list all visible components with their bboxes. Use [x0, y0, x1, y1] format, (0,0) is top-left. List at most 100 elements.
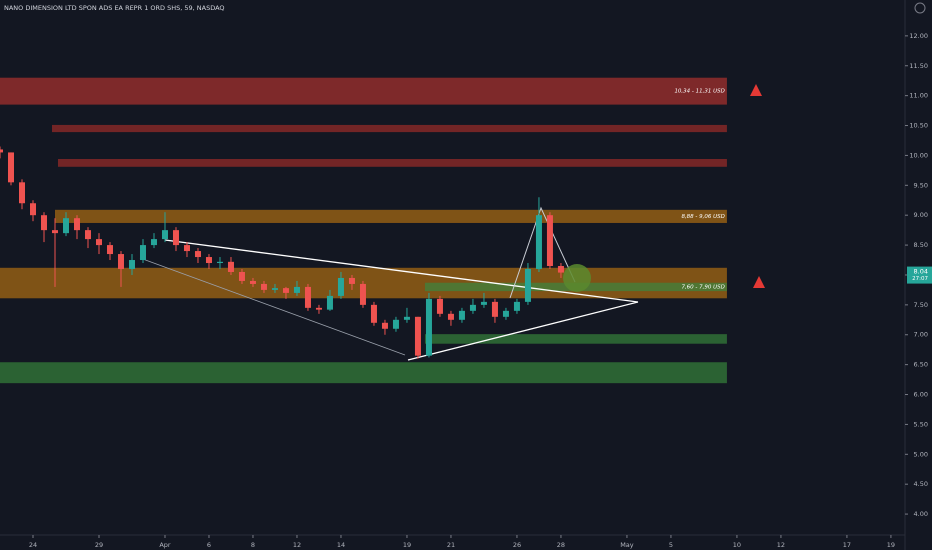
candle-body	[95, 239, 102, 246]
zone-label: 7,60 - 7,90 USD	[681, 284, 724, 290]
candle-body	[326, 295, 333, 310]
y-tick-label: 5.50	[914, 420, 928, 428]
candle-body	[271, 288, 278, 290]
candle-body	[128, 260, 135, 269]
x-tick-label: May	[620, 541, 634, 549]
candle-body	[436, 298, 443, 314]
candle-body	[392, 319, 399, 329]
candle-body	[51, 230, 58, 234]
candle-body	[381, 322, 388, 329]
candle-body	[73, 218, 80, 231]
candle-body	[205, 257, 212, 264]
y-tick-label: 5.00	[914, 450, 928, 458]
candle-body	[447, 313, 454, 320]
candle-body	[403, 316, 410, 320]
candle-body	[183, 245, 190, 252]
candle-body	[139, 245, 146, 261]
last-price-box	[907, 266, 932, 284]
countdown-label: 27:07	[912, 276, 928, 282]
zone	[52, 124, 727, 133]
x-tick-label: 5	[669, 541, 673, 549]
candle-body	[7, 152, 14, 183]
x-tick-label: 21	[447, 541, 455, 549]
candle-body	[425, 298, 432, 356]
candle-body	[524, 268, 531, 302]
x-tick-label: 12	[293, 541, 301, 549]
candle-body	[18, 182, 25, 204]
candle-body	[282, 288, 289, 293]
x-tick-label: 24	[29, 541, 37, 549]
candle-body	[469, 304, 476, 311]
candle-body	[348, 277, 355, 284]
x-tick-label: 28	[557, 541, 565, 549]
x-tick-label: 19	[887, 541, 895, 549]
candle-body	[414, 316, 421, 356]
y-tick-label: 10.50	[909, 122, 928, 130]
triangle-lower-line	[407, 301, 639, 361]
candle-body	[480, 301, 487, 305]
y-tick-label: 6.00	[914, 391, 928, 399]
y-tick-label: 4.00	[914, 510, 928, 518]
candle-body	[557, 266, 564, 273]
warning-icon	[753, 276, 765, 288]
candle-body	[161, 230, 168, 240]
x-tick-label: 29	[95, 541, 103, 549]
candle-body	[535, 215, 542, 269]
zone	[0, 362, 727, 384]
candle-body	[238, 271, 245, 281]
y-tick-label: 12.00	[909, 32, 928, 40]
warning-icon	[750, 84, 762, 96]
candle-body	[458, 310, 465, 320]
zone	[424, 334, 727, 344]
y-tick-label: 9.50	[914, 181, 928, 189]
x-tick-label: 8	[251, 541, 255, 549]
candle-body	[150, 239, 157, 246]
y-tick-label: 7.00	[914, 331, 928, 339]
candle-body	[84, 230, 91, 240]
candle-body	[337, 277, 344, 296]
candle-body	[117, 254, 124, 269]
candle-body	[315, 307, 322, 310]
target-circle	[563, 264, 591, 292]
settings-icon	[914, 2, 926, 14]
candle-body	[106, 245, 113, 255]
candle-body	[194, 251, 201, 258]
zigzag-line	[509, 206, 576, 299]
candle-body	[304, 286, 311, 308]
zone-label: 10,34 - 11,31 USD	[674, 89, 724, 95]
x-tick-label: 19	[403, 541, 411, 549]
y-tick-label: 7.50	[914, 301, 928, 309]
last-price-label: 8.04	[914, 268, 928, 276]
x-tick-label: 17	[843, 541, 851, 549]
triangle-upper-line	[164, 239, 639, 303]
trend-line	[139, 257, 406, 356]
drawings	[139, 84, 765, 361]
candles	[0, 146, 564, 359]
candle-body	[172, 230, 179, 246]
y-tick-label: 8.50	[914, 241, 928, 249]
candle-body	[249, 280, 256, 284]
candle-body	[370, 304, 377, 323]
y-tick-label: 11.50	[909, 62, 928, 70]
candle-body	[546, 215, 553, 267]
x-tick-label: 6	[207, 541, 211, 549]
chart-title: NANO DIMENSION LTD SPON ADS EA REPR 1 OR…	[4, 4, 225, 12]
candle-body	[260, 283, 267, 290]
candle-body	[40, 215, 47, 231]
candle-body	[62, 218, 69, 234]
candle-body	[502, 310, 509, 317]
y-tick-label: 10.00	[909, 151, 928, 159]
candle-body	[0, 149, 3, 153]
zones: 10,34 - 11,31 USD 8,88 - 9,06 USD 7,60 - 7…	[0, 77, 727, 384]
x-tick-label: 10	[733, 541, 741, 549]
candle-body	[513, 301, 520, 311]
x-tick-label: 14	[337, 541, 345, 549]
x-tick-label: 26	[513, 541, 521, 549]
candle-body	[216, 261, 223, 264]
x-tick-label: 12	[777, 541, 785, 549]
candle-body	[293, 286, 300, 293]
zone-label: 8,88 - 9,06 USD	[681, 214, 724, 220]
y-tick-label: 6.50	[914, 361, 928, 369]
